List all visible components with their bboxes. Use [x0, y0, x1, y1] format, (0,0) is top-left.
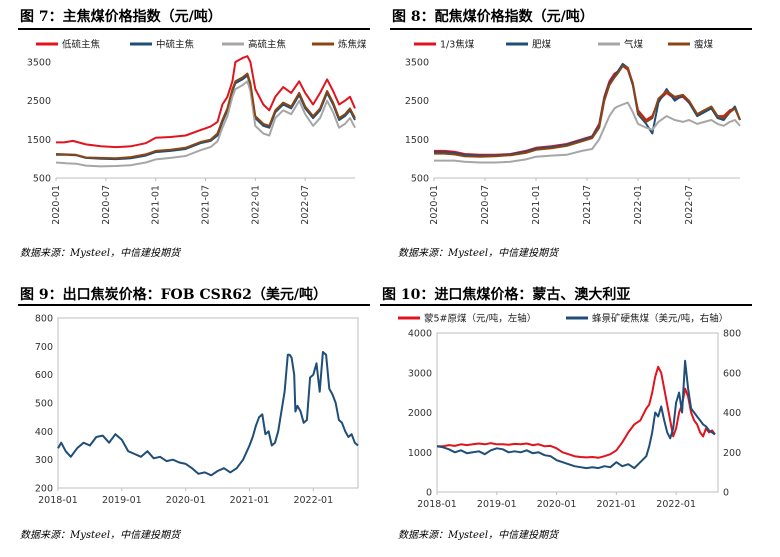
fig8-y-tick-label: 1500: [405, 135, 429, 146]
fig9-x-tick-label: 2018-01: [38, 495, 78, 506]
fig10-y-tick-label: 2000: [408, 408, 432, 419]
fig9-x-tick-label: 2019-01: [102, 495, 142, 506]
fig7-legend-label-0: 低硫主焦: [62, 39, 101, 51]
fig7-title: 图 7：主焦煤价格指数（元/吨）: [20, 9, 222, 25]
fig7-source: 数据来源：Mysteel，中信建投期货: [20, 248, 181, 259]
fig7-legend-label-3: 炼焦煤: [338, 39, 367, 51]
fig7-y-tick-label: 1500: [27, 135, 51, 146]
fig10-x-tick-label: 2022-01: [656, 499, 696, 510]
fig9-y-tick-label: 600: [35, 370, 53, 381]
fig8-x-tick-label: 2022-07: [684, 185, 695, 225]
fig9-y-tick-label: 800: [35, 314, 53, 325]
fig7-legend-label-2: 高硫主焦: [248, 39, 287, 51]
fig8-x-tick-label: 2021-01: [531, 185, 542, 225]
fig8-series-line-3: [434, 64, 741, 158]
fig10-title-rule: [380, 304, 752, 306]
fig7-title-rule: [18, 28, 370, 30]
fig8-legend-label-0: 1/3焦煤: [440, 39, 475, 51]
fig10-y-tick-label: 0: [426, 488, 432, 499]
fig9-plot-frame: [57, 317, 359, 489]
fig7-legend-label-1: 中硫主焦: [156, 39, 195, 51]
fig9-title-rule: [18, 304, 370, 306]
fig7-y-tick-label: 500: [33, 174, 51, 185]
fig8-x-tick-label: 2020-07: [480, 185, 491, 225]
fig10-x-tick-label: 2020-01: [537, 499, 577, 510]
fig9-y-tick-label: 500: [35, 399, 53, 410]
fig7-y-tick-label: 2500: [27, 96, 51, 107]
fig7-x-tick-label: 2021-07: [201, 185, 212, 225]
fig9-y-tick-label: 300: [35, 455, 53, 466]
fig8-y-tick-label: 3500: [405, 58, 429, 69]
fig8-x-tick-label: 2020-01: [429, 185, 440, 225]
fig10-legend-label-0: 蒙5#原煤（元/吨，左轴）: [424, 313, 536, 325]
fig9-y-tick-label: 200: [35, 484, 53, 495]
fig10-source: 数据来源：Mysteel，中信建投期货: [398, 530, 559, 541]
fig7-series-line-0: [56, 55, 356, 149]
fig7-y-tick-label: 3500: [27, 58, 51, 69]
fig8-series-line-2: [434, 101, 741, 164]
fig8-legend-label-1: 肥煤: [532, 39, 552, 51]
fig10-x-tick-label: 2021-01: [597, 499, 637, 510]
fig7-x-tick-label: 2022-01: [250, 185, 261, 225]
fig8-y-tick-label: 500: [411, 174, 429, 185]
fig7-x-tick-label: 2021-01: [151, 185, 162, 225]
fig10-x-tick-label: 2019-01: [477, 499, 517, 510]
fig8-source: 数据来源：Mysteel，中信建投期货: [398, 248, 559, 259]
fig10-title: 图 10：进口焦煤价格：蒙古、澳大利亚: [382, 287, 631, 303]
fig10-y2-tick-label: 800: [723, 329, 741, 340]
fig10-y2-tick-label: 200: [723, 448, 741, 459]
fig8-x-tick-label: 2022-01: [633, 185, 644, 225]
fig10-y-tick-label: 3000: [408, 368, 432, 379]
fig8-legend-label-2: 气煤: [624, 39, 644, 51]
fig8-legend-label-3: 瘦煤: [694, 39, 714, 51]
fig9-y-tick-label: 700: [35, 342, 53, 353]
fig10-legend-label-1: 蜂景矿硬焦煤（美元/吨，右轴）: [592, 313, 728, 325]
fig7-series-line-1: [56, 74, 356, 161]
fig10-series-line-0: [437, 365, 716, 459]
fig9-source: 数据来源：Mysteel，中信建投期货: [20, 530, 181, 541]
fig9-y-tick-label: 400: [35, 427, 53, 438]
fig10-y2-tick-label: 400: [723, 408, 741, 419]
fig9-x-tick-label: 2022-01: [293, 495, 333, 506]
fig10-y-tick-label: 1000: [408, 448, 432, 459]
fig10-y2-tick-label: 600: [723, 368, 741, 379]
fig8-y-tick-label: 2500: [405, 96, 429, 107]
fig10-plot-frame: [436, 332, 719, 493]
fig9-x-tick-label: 2020-01: [166, 495, 206, 506]
fig10-x-tick-label: 2018-01: [417, 499, 457, 510]
fig7-series-line-2: [55, 80, 356, 168]
fig10-series-line-1: [436, 359, 716, 470]
fig7-series-line-3: [55, 72, 356, 160]
fig9-x-tick-label: 2021-01: [230, 495, 270, 506]
fig7-x-tick-label: 2020-07: [101, 185, 112, 225]
fig8-x-tick-label: 2021-07: [582, 185, 593, 225]
fig10-y-tick-label: 4000: [408, 329, 432, 340]
fig10-y2-tick-label: 0: [723, 488, 729, 499]
fig7-x-tick-label: 2022-07: [300, 185, 311, 225]
fig9-series-line-0: [57, 351, 359, 477]
fig8-title: 图 8：配焦煤价格指数（元/吨）: [392, 9, 594, 25]
fig7-x-tick-label: 2020-01: [51, 185, 62, 225]
fig9-title: 图 9：出口焦炭价格：FOB CSR62（美元/吨）: [20, 287, 327, 303]
fig8-title-rule: [390, 28, 752, 30]
